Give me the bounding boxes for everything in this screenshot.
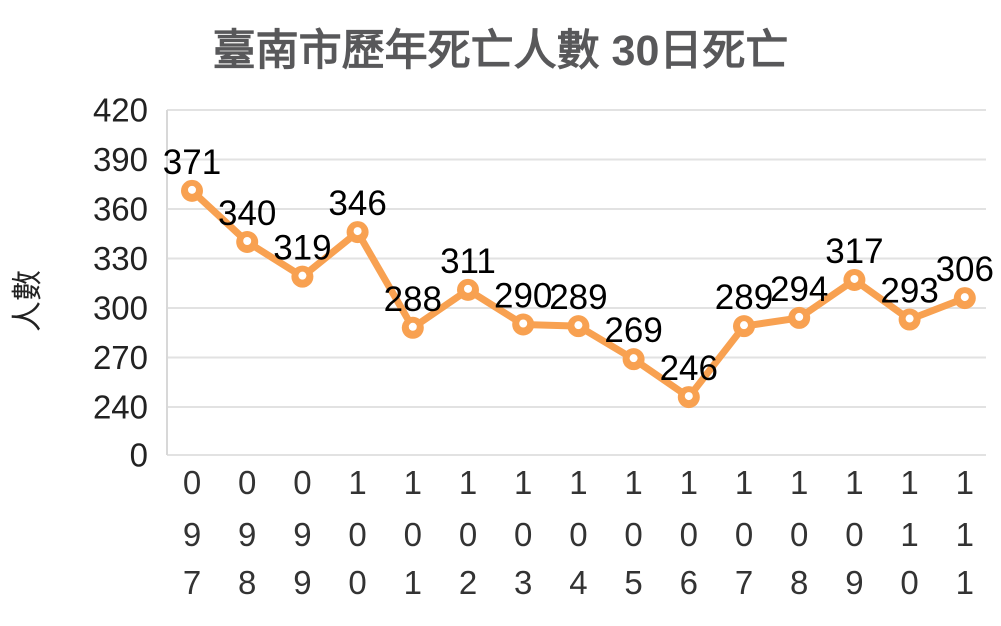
data-point-marker-center (464, 284, 472, 293)
x-tick-label: 0 (348, 564, 366, 601)
x-tick-label: 0 (845, 516, 863, 553)
y-tick-label: 240 (93, 389, 148, 426)
x-tick-label: 8 (238, 564, 256, 601)
x-tick-label: 4 (569, 564, 587, 601)
data-point-label: 246 (660, 349, 718, 388)
x-tick-label: 1 (404, 464, 422, 501)
x-tick-label: 5 (624, 564, 642, 601)
x-tick-label: 9 (845, 564, 863, 601)
data-point-label: 311 (440, 242, 496, 281)
x-tick-label: 0 (348, 516, 366, 553)
x-tick-label: 1 (624, 464, 642, 501)
x-tick-label: 0 (183, 464, 201, 501)
x-tick-label: 1 (790, 464, 808, 501)
data-point-label: 269 (604, 311, 662, 350)
chart-title: 臺南市歷年死亡人數 30日死亡 (212, 27, 789, 75)
data-point-marker-center (408, 322, 417, 331)
x-tick-label: 6 (680, 564, 698, 601)
x-tick-label: 9 (293, 564, 311, 601)
y-tick-label: 270 (93, 339, 148, 376)
x-tick-label: 9 (183, 516, 201, 553)
x-tick-label: 7 (183, 564, 201, 601)
x-tick-label: 0 (569, 516, 587, 553)
x-tick-label: 1 (459, 464, 477, 501)
x-tick-label: 0 (404, 516, 422, 553)
x-tick-label: 1 (404, 564, 422, 601)
x-tick-label: 3 (514, 564, 532, 601)
y-axis-title: 人數 (10, 270, 45, 332)
x-tick-label: 1 (735, 464, 753, 501)
y-tick-label: 330 (93, 240, 148, 277)
x-tick-label: 9 (238, 516, 256, 553)
data-point-marker-center (574, 321, 583, 330)
data-point-label: 319 (273, 229, 331, 268)
x-tick-label: 9 (293, 516, 311, 553)
x-tick-label: 1 (348, 464, 366, 501)
x-tick-label: 0 (238, 464, 256, 501)
x-tick-label: 0 (790, 516, 808, 553)
x-tick-label: 1 (956, 564, 974, 601)
data-point-marker-center (795, 312, 804, 321)
x-tick-label: 8 (790, 564, 808, 601)
x-tick-label: 7 (735, 564, 753, 601)
data-point-label: 340 (218, 194, 276, 233)
y-tick-label: 390 (93, 141, 148, 178)
data-point-label: 306 (936, 250, 994, 289)
data-point-marker-center (629, 354, 638, 363)
data-point-marker-center (684, 392, 693, 401)
data-point-marker-center (905, 314, 914, 323)
x-tick-label: 0 (459, 516, 477, 553)
data-point-label: 371 (163, 143, 221, 182)
data-point-label: 288 (384, 280, 442, 319)
x-tick-label: 1 (900, 464, 918, 501)
data-point-label: 293 (880, 272, 938, 311)
x-tick-label: 0 (514, 516, 532, 553)
x-tick-label: 1 (569, 464, 587, 501)
x-tick-label: 1 (956, 464, 974, 501)
y-tick-label: 300 (93, 290, 148, 327)
data-point-label: 294 (770, 270, 828, 309)
data-point-marker-center (298, 271, 307, 280)
x-tick-label: 1 (514, 464, 532, 501)
data-point-marker-center (188, 185, 196, 194)
x-tick-label: 1 (680, 464, 698, 501)
data-point-label: 346 (328, 184, 386, 223)
data-point-marker-center (850, 274, 859, 283)
data-point-label: 290 (494, 277, 552, 316)
x-tick-label: 2 (459, 564, 477, 601)
data-point-marker-center (243, 237, 252, 245)
data-point-marker-center (960, 293, 969, 302)
data-point-marker-center (740, 321, 748, 330)
x-tick-label: 1 (845, 464, 863, 501)
y-tick-label: 420 (93, 92, 148, 129)
x-tick-label: 0 (624, 516, 642, 553)
data-point-label: 289 (715, 278, 773, 317)
data-point-marker-center (353, 227, 362, 236)
x-tick-label: 1 (956, 516, 974, 553)
x-tick-label: 0 (900, 564, 918, 601)
data-point-marker-center (519, 319, 528, 328)
x-tick-label: 0 (293, 464, 311, 501)
data-point-label: 289 (549, 278, 607, 317)
x-tick-label: 0 (735, 516, 753, 553)
data-point-label: 317 (825, 232, 883, 271)
x-tick-label: 1 (900, 516, 918, 553)
y-tick-label: 360 (93, 191, 148, 228)
y-tick-label: 0 (130, 437, 148, 474)
x-tick-label: 0 (680, 516, 698, 553)
